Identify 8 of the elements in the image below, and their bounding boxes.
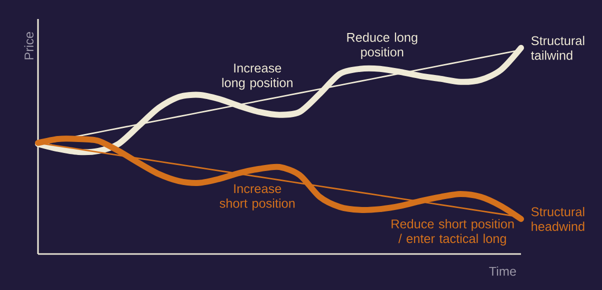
- series-label: Structural tailwind: [531, 36, 584, 60]
- annotation: Reduce long position: [347, 32, 418, 60]
- annotation: Increase long position: [222, 64, 292, 90]
- y-axis-title: Price: [24, 32, 34, 60]
- annotation: Reduce short position / enter tactical long: [392, 219, 514, 246]
- x-axis-title: Time: [489, 266, 516, 276]
- series-label: Structural headwind: [531, 206, 584, 231]
- annotation: Increase short position: [220, 184, 295, 210]
